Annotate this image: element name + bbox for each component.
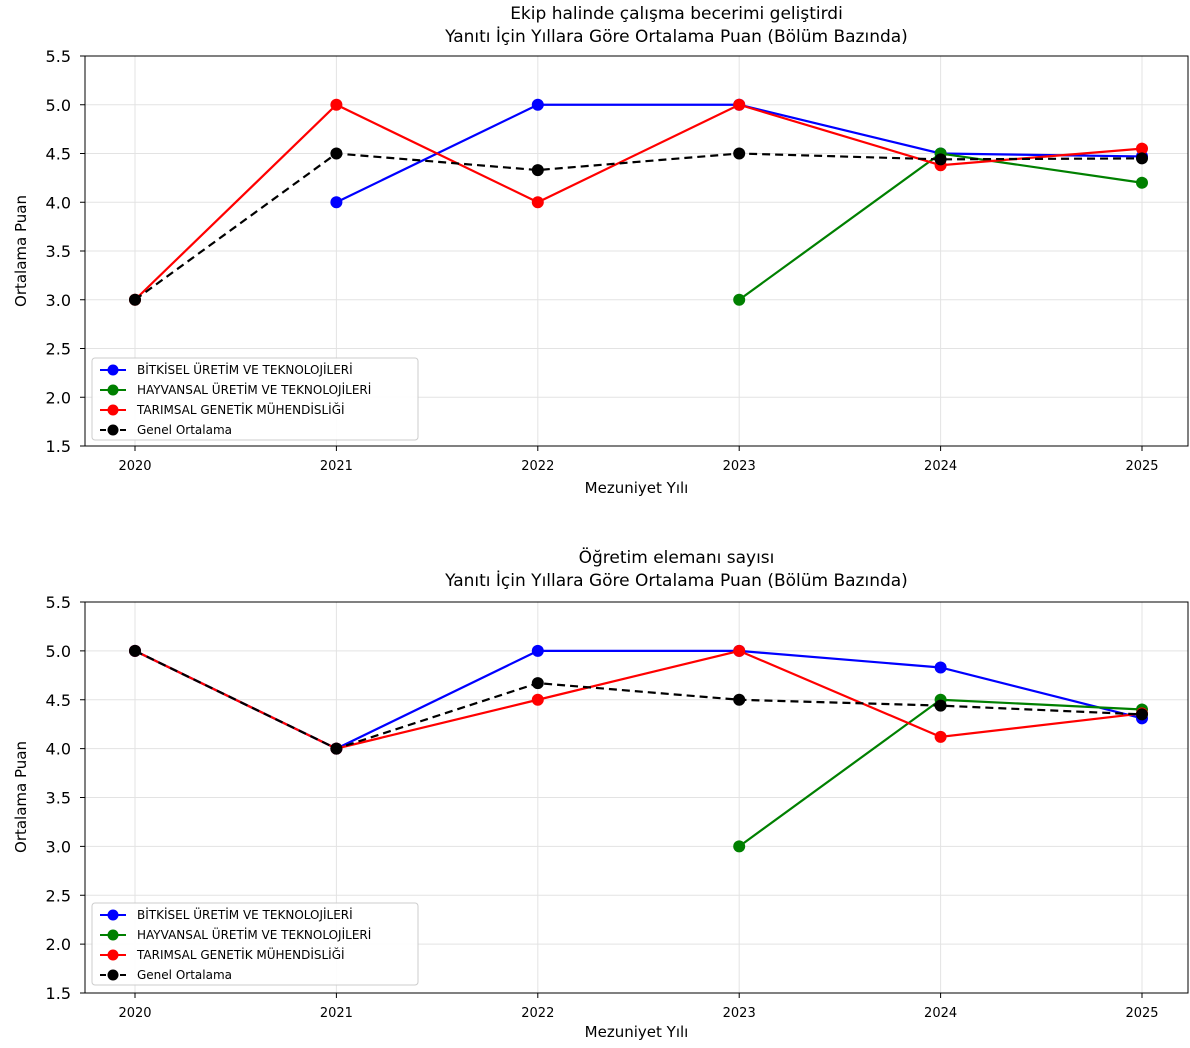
- x-tick-label: 2021: [320, 459, 353, 474]
- data-point: [531, 164, 544, 177]
- x-tick-label: 2020: [118, 459, 151, 474]
- data-point: [129, 293, 141, 306]
- legend-marker: [107, 364, 119, 376]
- y-tick-label: 2.0: [46, 935, 71, 954]
- y-tick-label: 3.0: [46, 837, 71, 856]
- legend-marker: [107, 949, 119, 961]
- legend-label: TARIMSAL GENETİK MÜHENDİSLİĞİ: [136, 401, 345, 417]
- legend-label: Genel Ortalama: [137, 423, 232, 437]
- y-tick-label: 4.5: [46, 691, 71, 710]
- data-point: [733, 644, 746, 657]
- series-line: [134, 649, 1143, 750]
- data-point: [1136, 142, 1148, 155]
- data-point: [733, 98, 746, 111]
- y-tick-label: 2.5: [46, 886, 71, 905]
- y-tick-label: 5.0: [46, 96, 71, 115]
- legend-label: TARIMSAL GENETİK MÜHENDİSLİĞİ: [136, 946, 345, 962]
- data-point: [330, 147, 343, 160]
- y-tick-label: 1.5: [46, 437, 71, 456]
- data-point: [1136, 708, 1148, 721]
- legend-marker: [107, 424, 119, 436]
- data-point: [330, 742, 343, 755]
- data-point: [531, 98, 544, 111]
- x-tick-label: 2020: [118, 1006, 151, 1021]
- series-4: [129, 644, 1148, 755]
- x-tick-label: 2021: [320, 1006, 353, 1021]
- y-axis-label: Ortalama Puan: [12, 741, 30, 853]
- y-axis-label: Ortalama Puan: [12, 195, 30, 307]
- data-point: [934, 153, 947, 166]
- legend: BİTKİSEL ÜRETİM VE TEKNOLOJİLERİ HAYVANSA…: [91, 902, 419, 986]
- data-point: [330, 98, 343, 111]
- legend-marker: [107, 404, 119, 416]
- data-point: [733, 293, 746, 306]
- chart-title-line2: Yanıtı İçin Yıllara Göre Ortalama Puan (…: [444, 26, 908, 47]
- chart-title-line1: Öğretim elemanı sayısı: [579, 546, 775, 568]
- data-point: [733, 840, 746, 853]
- legend-marker: [107, 929, 119, 941]
- data-point: [531, 196, 544, 209]
- chart-title-line2: Yanıtı İçin Yıllara Göre Ortalama Puan (…: [444, 570, 908, 591]
- x-axis-label: Mezuniyet Yılı: [585, 1023, 689, 1041]
- y-tick-label: 3.5: [46, 789, 71, 808]
- data-point: [330, 196, 343, 209]
- y-tick-label: 5.5: [46, 47, 71, 66]
- legend-label: HAYVANSAL ÜRETİM VE TEKNOLOJİLERİ: [137, 926, 371, 942]
- data-point: [934, 699, 947, 712]
- data-point: [531, 644, 544, 657]
- x-tick-label: 2025: [1125, 1006, 1158, 1021]
- series-line: [134, 103, 1143, 301]
- data-point: [934, 730, 947, 743]
- y-tick-label: 5.0: [46, 642, 71, 661]
- y-tick-label: 2.0: [46, 388, 71, 407]
- x-tick-label: 2023: [723, 459, 756, 474]
- x-axis-label: Mezuniyet Yılı: [585, 479, 689, 497]
- data-point: [1136, 152, 1148, 165]
- legend-marker: [107, 909, 119, 921]
- legend-label: Genel Ortalama: [137, 968, 232, 982]
- chart-1: Ekip halinde çalışma becerimi geliştirdi…: [12, 4, 1189, 497]
- legend-label: BİTKİSEL ÜRETİM VE TEKNOLOJİLERİ: [137, 361, 353, 377]
- y-tick-label: 4.0: [46, 740, 71, 759]
- y-tick-label: 4.0: [46, 193, 71, 212]
- series-4: [129, 147, 1148, 306]
- series-3: [129, 98, 1148, 306]
- data-point: [531, 693, 544, 706]
- data-point: [129, 644, 141, 657]
- y-tick-label: 4.5: [46, 145, 71, 164]
- legend-box: [91, 357, 419, 441]
- data-point: [531, 677, 544, 690]
- y-tick-label: 3.5: [46, 242, 71, 261]
- legend-label: BİTKİSEL ÜRETİM VE TEKNOLOJİLERİ: [137, 906, 353, 922]
- legend-label: HAYVANSAL ÜRETİM VE TEKNOLOJİLERİ: [137, 381, 371, 397]
- legend: BİTKİSEL ÜRETİM VE TEKNOLOJİLERİ HAYVANSA…: [91, 357, 419, 441]
- y-tick-label: 5.5: [46, 593, 71, 612]
- x-tick-label: 2023: [723, 1006, 756, 1021]
- data-point: [1136, 176, 1148, 189]
- data-point: [733, 693, 746, 706]
- x-tick-label: 2024: [924, 459, 957, 474]
- x-tick-label: 2022: [521, 1006, 554, 1021]
- data-point: [934, 661, 947, 674]
- chart-title-line1: Ekip halinde çalışma becerimi geliştirdi: [510, 4, 843, 24]
- legend-marker: [107, 384, 119, 396]
- y-tick-label: 2.5: [46, 340, 71, 359]
- x-tick-label: 2025: [1125, 459, 1158, 474]
- data-point: [733, 147, 746, 160]
- x-tick-label: 2024: [924, 1006, 957, 1021]
- y-tick-label: 3.0: [46, 291, 71, 310]
- grid-lines: [85, 55, 1188, 447]
- legend-marker: [107, 969, 119, 981]
- y-tick-label: 1.5: [46, 984, 71, 1003]
- x-tick-label: 2022: [521, 459, 554, 474]
- legend-box: [91, 902, 419, 986]
- series-line: [134, 152, 1143, 301]
